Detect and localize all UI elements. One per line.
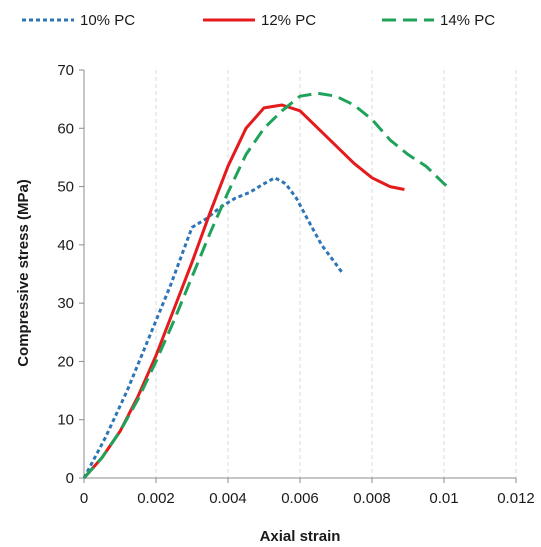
tick-labels: 0 10 20 30 40 50 60 70 0 0.002 0.004 0.006 0.008 0.01…: [57, 62, 534, 507]
x-tick-label: 0.012: [497, 490, 535, 507]
grid-lines: [155, 70, 517, 478]
y-tick-label: 40: [57, 237, 74, 254]
series-line: [82, 103, 405, 479]
axes: [79, 69, 517, 483]
y-tick-label: 50: [57, 179, 74, 196]
y-tick-label: 10: [57, 412, 74, 429]
y-tick-label: 30: [57, 295, 74, 312]
y-tick-label: 70: [57, 62, 74, 79]
x-tick-label: 0.01: [429, 490, 458, 507]
y-tick-label: 60: [57, 120, 74, 137]
y-tick-label: 20: [57, 353, 74, 370]
x-tick-label: 0: [80, 490, 88, 507]
chart-legend: 10% PC 12% PC 14% PC: [22, 12, 495, 29]
x-tick-label: 0.008: [353, 490, 391, 507]
series-line: [82, 91, 453, 479]
x-tick-label: 0.006: [281, 490, 319, 507]
y-tick-label: 0: [66, 470, 74, 487]
series-line: [82, 176, 345, 479]
x-tick-label: 0.002: [137, 490, 175, 507]
legend-label: 12% PC: [261, 12, 316, 29]
x-axis-title: Axial strain: [260, 528, 341, 545]
legend-label: 10% PC: [80, 12, 135, 29]
y-axis-title: Compressive stress (MPa): [15, 179, 32, 367]
x-tick-label: 0.004: [209, 490, 247, 507]
legend-label: 14% PC: [440, 12, 495, 29]
data-series: [82, 91, 453, 479]
